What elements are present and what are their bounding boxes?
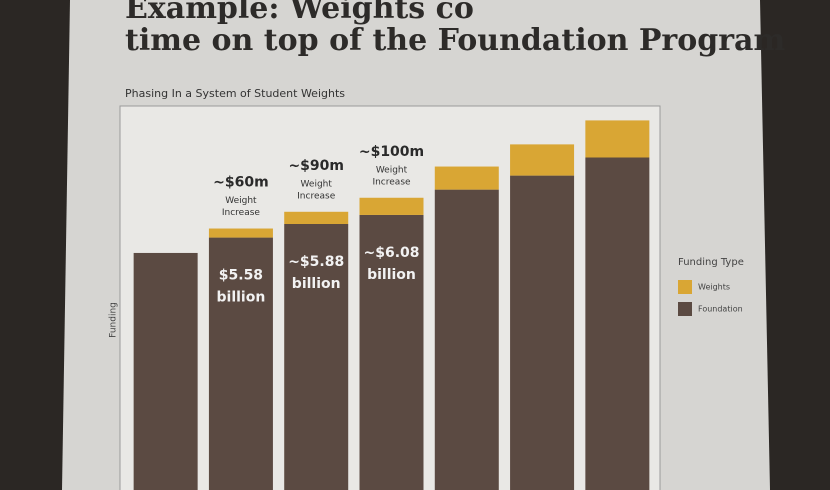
bar-segment — [434, 189, 499, 490]
bar-segment — [208, 237, 273, 490]
bar-segment — [208, 228, 273, 238]
bar-segment — [359, 197, 424, 215]
annotation-total: ~$6.08 — [363, 245, 419, 261]
annotation-total: billion — [217, 290, 266, 306]
annotation-note: Weight — [225, 196, 257, 206]
annotation-amount: ~$100m — [359, 144, 424, 160]
bar-segment — [510, 144, 575, 176]
legend-swatch — [678, 280, 692, 294]
bar-segment — [585, 157, 650, 490]
bar-segment — [585, 120, 650, 158]
annotation-note: Increase — [372, 177, 411, 187]
legend-label: Weights — [698, 283, 730, 292]
legend-swatch — [678, 302, 692, 316]
annotation-note: Weight — [376, 165, 408, 175]
annotation-amount: ~$60m — [213, 175, 269, 191]
slide-title-line: time on top of the Foundation Program — [125, 23, 785, 58]
legend-title: Funding Type — [678, 257, 744, 268]
annotation-note: Weight — [301, 179, 333, 189]
slide-title-line: Example: Weights co — [125, 0, 474, 26]
annotation-total: billion — [367, 267, 416, 283]
legend-label: Foundation — [698, 305, 743, 314]
chart-title: Phasing In a System of Student Weights — [125, 87, 345, 100]
y-axis-label: Funding — [109, 302, 119, 338]
bar-segment — [434, 166, 499, 190]
annotation-total: ~$5.88 — [288, 254, 344, 270]
annotation-total: billion — [292, 276, 341, 292]
bar-segment — [510, 175, 575, 490]
annotation-total: $5.58 — [219, 268, 263, 284]
annotation-note: Increase — [297, 191, 336, 201]
annotation-note: Increase — [222, 208, 261, 218]
bar-segment — [133, 252, 198, 490]
annotation-amount: ~$90m — [288, 158, 344, 174]
bar-segment — [284, 211, 349, 224]
bar-segment — [284, 224, 349, 490]
bar-segment — [359, 214, 424, 490]
